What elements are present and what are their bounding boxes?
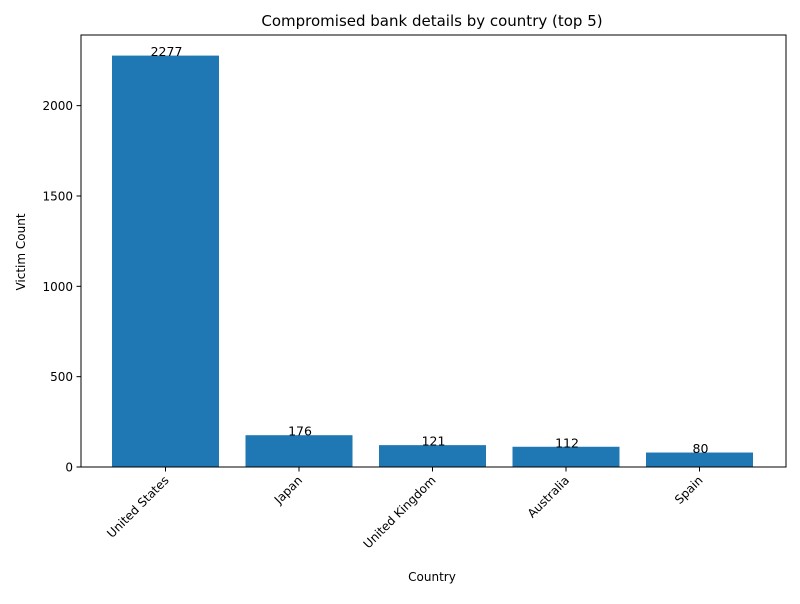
data-label-1: 176 [288, 424, 312, 439]
y-tick-label-0: 0 [65, 461, 73, 475]
x-axis-label: Country [408, 570, 456, 584]
y-axis-label: Victim Count [14, 213, 28, 290]
y-axis: 0 500 1000 1500 2000 [42, 99, 81, 475]
bar-0 [112, 55, 219, 468]
x-tick-label-2: United Kingdom [361, 473, 439, 551]
x-tick-label-0: United States [104, 473, 171, 540]
x-tick-label-3: Australia [525, 473, 572, 520]
y-tick-label-4: 2000 [42, 99, 73, 113]
y-tick-label-1: 500 [50, 370, 73, 384]
data-label-4: 80 [693, 441, 709, 456]
x-tick-label-1: Japan [271, 473, 305, 507]
bar-1 [245, 435, 353, 467]
data-label-2: 121 [422, 434, 446, 449]
bar-2 [379, 445, 486, 467]
bar-3 [512, 446, 620, 467]
plot-frame [80, 34, 787, 468]
x-axis: United States Japan United Kingdom Australi… [104, 467, 706, 551]
x-tick-label-4: Spain [672, 473, 706, 507]
data-label-3: 112 [555, 435, 579, 450]
y-tick-label-3: 1500 [42, 189, 73, 203]
bar-4 [646, 452, 753, 467]
data-label-0: 2277 [151, 44, 183, 59]
plot-area: 2277 176 121 112 80 [80, 34, 787, 468]
y-tick-label-2: 1000 [42, 280, 73, 294]
chart-title: Compromised bank details by country (top… [261, 12, 602, 30]
